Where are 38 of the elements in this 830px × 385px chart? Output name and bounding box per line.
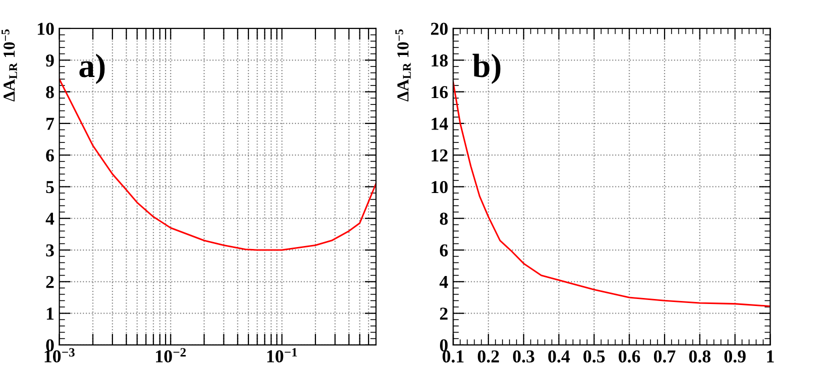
y-axis-title: ΔA$_{LR}$ 10$^{−5}$ (2, 29, 17, 102)
y-tick-label: 4 (46, 212, 54, 225)
annotation: b) (472, 54, 500, 84)
y-tick-label: 1 (46, 308, 54, 320)
x-tick-label: 0.8 (689, 350, 710, 363)
x-tick-label: 10$^{−1}$ (267, 348, 297, 362)
y-axis-title: ΔA$_{LR}$ 10$^{−5}$ (395, 29, 411, 102)
y-tick-label: 3 (46, 244, 54, 256)
y-tick-label: 9 (46, 54, 54, 67)
y-tick-label: 8 (440, 212, 448, 225)
y-tick-label: 6 (440, 244, 448, 256)
x-tick-label: 0.5 (584, 350, 605, 363)
x-tick-label: 10$^{−2}$ (156, 348, 186, 362)
y-tick-label: 14 (432, 118, 448, 130)
y-tick-label: 2 (440, 308, 448, 320)
y-tick-label: 20 (431, 22, 448, 35)
y-tick-label: 12 (432, 149, 448, 162)
y-tick-label: 8 (46, 86, 54, 98)
x-tick-label: 0.3 (513, 350, 534, 363)
y-tick-label: 0 (440, 339, 448, 352)
y-tick-label: 7 (46, 118, 54, 130)
y-tick-label: 10 (432, 180, 448, 194)
x-tick-label: 1 (767, 350, 774, 362)
y-tick-label: 6 (46, 149, 54, 162)
y-tick-label: 5 (46, 181, 54, 194)
annotation: a) (79, 54, 105, 84)
x-tick-label: 0.4 (548, 350, 570, 363)
y-tick-label: 10 (38, 22, 54, 35)
x-tick-label: 0.1 (442, 350, 464, 363)
y-tick-label: 0 (46, 339, 54, 352)
y-tick-label: 4 (440, 276, 448, 288)
y-tick-label: 16 (432, 86, 448, 98)
x-tick-label: 0.6 (618, 350, 640, 363)
y-tick-label: 2 (46, 276, 54, 288)
x-tick-label: 0.2 (478, 350, 499, 363)
x-tick-label: 0.7 (654, 350, 676, 363)
x-tick-label: 0.9 (724, 350, 746, 363)
y-tick-label: 18 (432, 54, 448, 67)
